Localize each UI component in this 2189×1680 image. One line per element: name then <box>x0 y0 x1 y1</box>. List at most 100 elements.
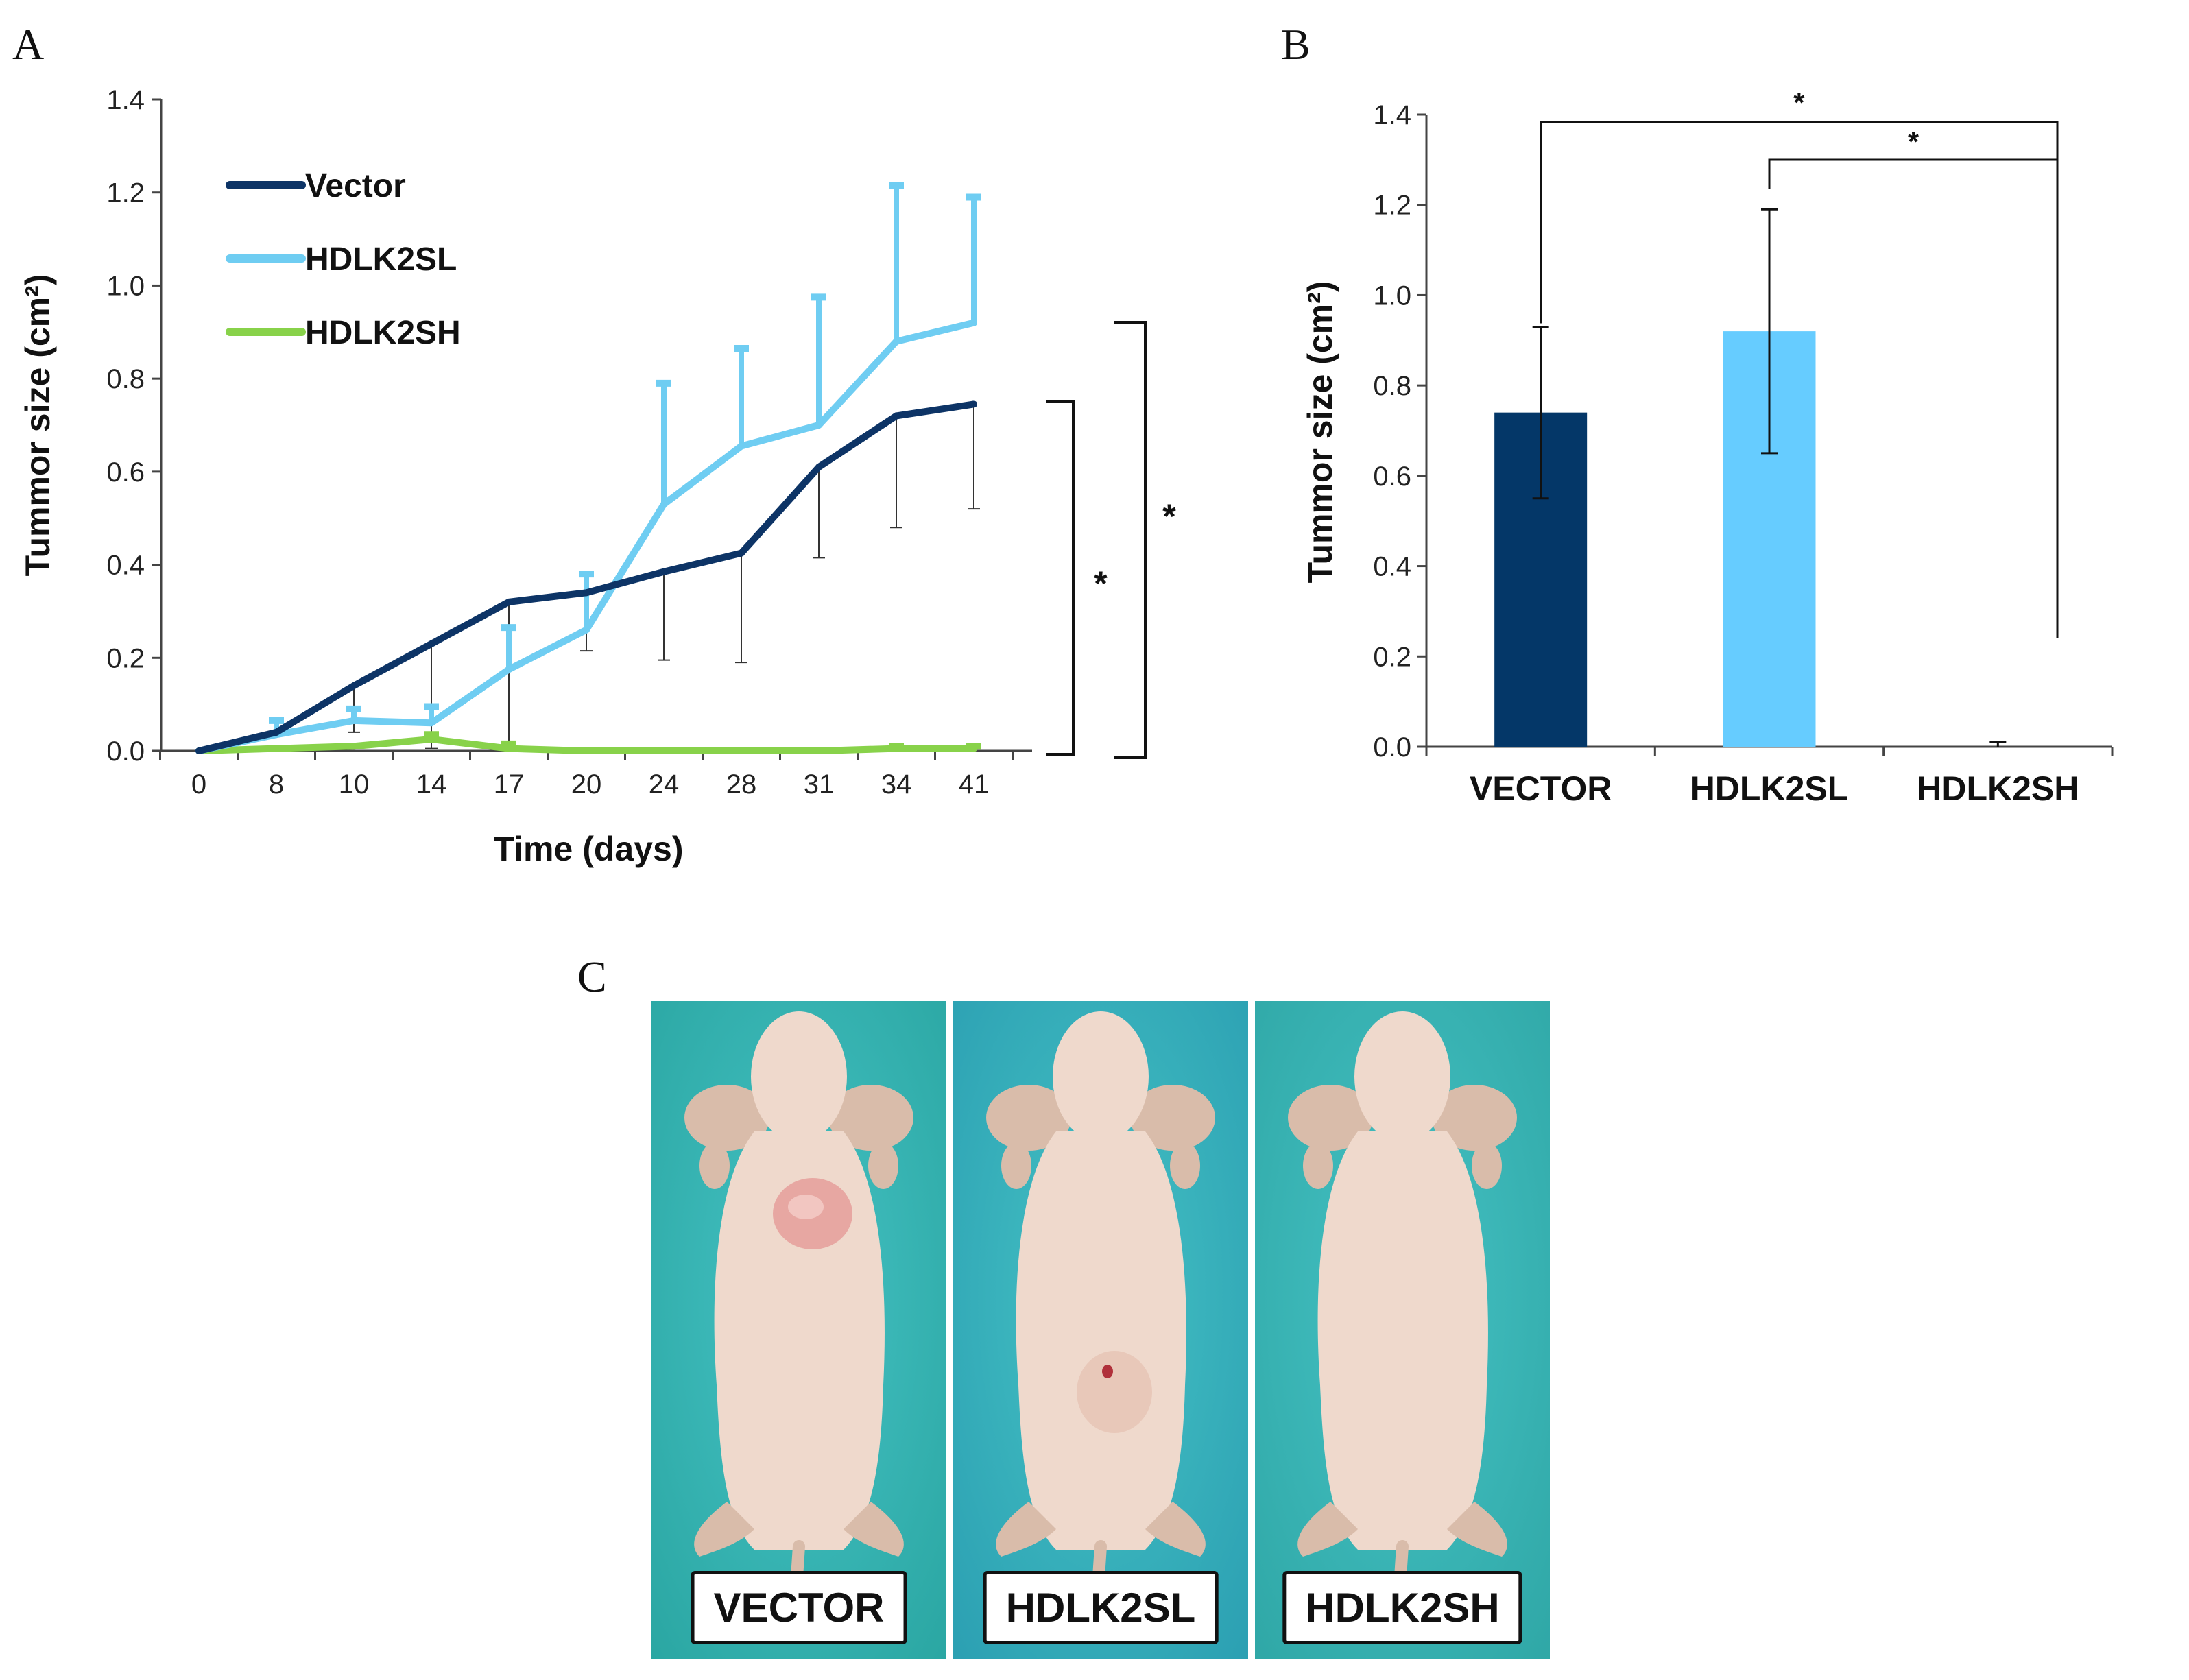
mouse-ear-left <box>684 1085 769 1151</box>
y-tick-label: 0.0 <box>106 736 145 767</box>
bar-chart-final-tumor-size: 0.0 0.2 0.4 0.6 0.8 1.0 1.2 1.4 VECTOR HDLK2SL HDL… <box>1301 86 2114 808</box>
y-tick-label: 1.2 <box>1373 191 1411 221</box>
x-tick-label: 14 <box>416 769 447 800</box>
panel-label-b: B <box>1281 20 1311 69</box>
mouse-photo-vector: VECTOR <box>651 1001 946 1659</box>
photo-label-hdlk2sl: HDLK2SL <box>983 1571 1219 1644</box>
y-tick-label: 1.2 <box>106 178 145 208</box>
point-hdlk2sl <box>583 626 590 634</box>
significance-star: * <box>1162 497 1176 536</box>
mouse-body <box>1016 1131 1186 1550</box>
x-tick-label: 34 <box>881 769 912 800</box>
point-vector <box>660 568 667 575</box>
point-hdlk2sl <box>660 501 667 508</box>
mouse-illustration <box>651 1001 946 1659</box>
x-tick-label: 0 <box>191 769 206 800</box>
point-hdlk2sl <box>815 422 822 429</box>
y-tick-label: 0.6 <box>106 457 145 488</box>
x-tick-label: 10 <box>339 769 370 800</box>
panel-label-a: A <box>12 20 45 69</box>
mouse-paw <box>699 1142 730 1189</box>
legend-label-hdlk2sl: HDLK2SL <box>305 241 457 278</box>
x-tick-label: 8 <box>269 769 284 800</box>
point-vector <box>505 598 512 605</box>
y-tick-label: 1.0 <box>1373 280 1411 311</box>
point-hdlk2sh <box>815 747 822 754</box>
mouse-hind-leg <box>1447 1502 1507 1557</box>
y-tick-label: 0.4 <box>106 551 145 581</box>
point-hdlk2sl <box>893 337 900 345</box>
mouse-ear-left <box>1288 1085 1373 1151</box>
x-axis-title: Time (days) <box>494 830 684 868</box>
x-tick-label: HDLK2SH <box>1917 769 2079 808</box>
point-hdlk2sh <box>350 743 357 750</box>
y-tick-label: 0.2 <box>106 643 145 673</box>
point-hdlk2sl <box>970 319 977 326</box>
x-tick-label: 31 <box>804 769 835 800</box>
mouse-paw <box>1170 1142 1200 1189</box>
y-tick-label: 0.2 <box>1373 642 1411 672</box>
mouse-head <box>751 1011 847 1142</box>
point-hdlk2sh <box>893 745 900 752</box>
x-tick-label: VECTOR <box>1470 769 1612 808</box>
significance-bracket <box>1114 321 1147 759</box>
point-vector <box>583 589 590 597</box>
mouse-ear-right <box>1130 1085 1215 1151</box>
mouse-paw <box>868 1142 898 1189</box>
mouse-photo-hdlk2sh: HDLK2SH <box>1255 1001 1550 1659</box>
point-vector <box>815 464 822 471</box>
point-hdlk2sl <box>738 442 745 450</box>
point-hdlk2sh <box>738 747 745 754</box>
point-hdlk2sh <box>660 747 667 754</box>
y-tick-label: 0.6 <box>1373 461 1411 492</box>
y-tick-label: 1.4 <box>106 85 145 115</box>
mouse-head <box>1354 1011 1450 1142</box>
mouse-ear-right <box>1432 1085 1517 1151</box>
mouse-ear-right <box>828 1085 913 1151</box>
significance-star: * <box>1908 125 1919 158</box>
mouse-photo-panel: VECTOR HDLK2SL HDLK2SH <box>651 1001 1550 1659</box>
line-chart-tumor-growth: 0.0 0.2 0.4 0.6 0.8 1.0 1.2 1.4 0 8 10 14 17 20 24 28 31… <box>19 85 1176 868</box>
mouse-illustration <box>1255 1001 1550 1659</box>
x-tick-label: 20 <box>571 769 602 800</box>
x-tick-label: 41 <box>959 769 990 800</box>
point-hdlk2sl <box>350 717 357 724</box>
x-tick-label: 24 <box>649 769 680 800</box>
x-tick-label: 17 <box>494 769 525 800</box>
point-vector <box>273 728 280 736</box>
y-tick-label: 0.0 <box>1373 732 1411 763</box>
legend-label-vector: Vector <box>305 168 406 204</box>
y-tick-label: 0.4 <box>1373 552 1411 582</box>
photo-label-vector: VECTOR <box>691 1571 907 1644</box>
y-tick-label: 0.8 <box>106 364 145 394</box>
mouse-photo-hdlk2sl: HDLK2SL <box>953 1001 1248 1659</box>
mouse-ear-left <box>986 1085 1071 1151</box>
panel-label-c: C <box>577 952 607 1001</box>
y-axis-title: Tummor size (cm²) <box>1301 281 1339 584</box>
significance-star: * <box>1094 564 1108 603</box>
point-hdlk2sh <box>583 747 590 754</box>
significance-bracket <box>1768 158 2057 189</box>
point-hdlk2sl <box>428 719 435 727</box>
legend-label-hdlk2sh: HDLK2SH <box>305 315 461 351</box>
x-tick-label: 28 <box>726 769 757 800</box>
mouse-body <box>1317 1131 1488 1550</box>
point-hdlk2sh <box>970 745 977 752</box>
point-hdlk2sh <box>273 745 280 752</box>
x-tick-label: HDLK2SL <box>1690 769 1849 808</box>
mouse-paw <box>1001 1142 1031 1189</box>
significance-star: * <box>1793 86 1805 119</box>
point-hdlk2sl <box>505 666 512 673</box>
point-hdlk2sh <box>505 745 512 752</box>
mouse-head <box>1053 1011 1149 1142</box>
point-vector <box>195 747 202 754</box>
mouse-paw <box>1472 1142 1502 1189</box>
mouse-hind-leg <box>694 1502 754 1557</box>
y-tick-label: 1.4 <box>1373 100 1411 130</box>
point-hdlk2sh <box>428 736 435 743</box>
mouse-hind-leg <box>1297 1502 1358 1557</box>
point-vector <box>738 549 745 557</box>
mouse-hind-leg <box>1145 1502 1206 1557</box>
mouse-paw <box>1303 1142 1333 1189</box>
significance-bracket <box>1046 400 1075 756</box>
